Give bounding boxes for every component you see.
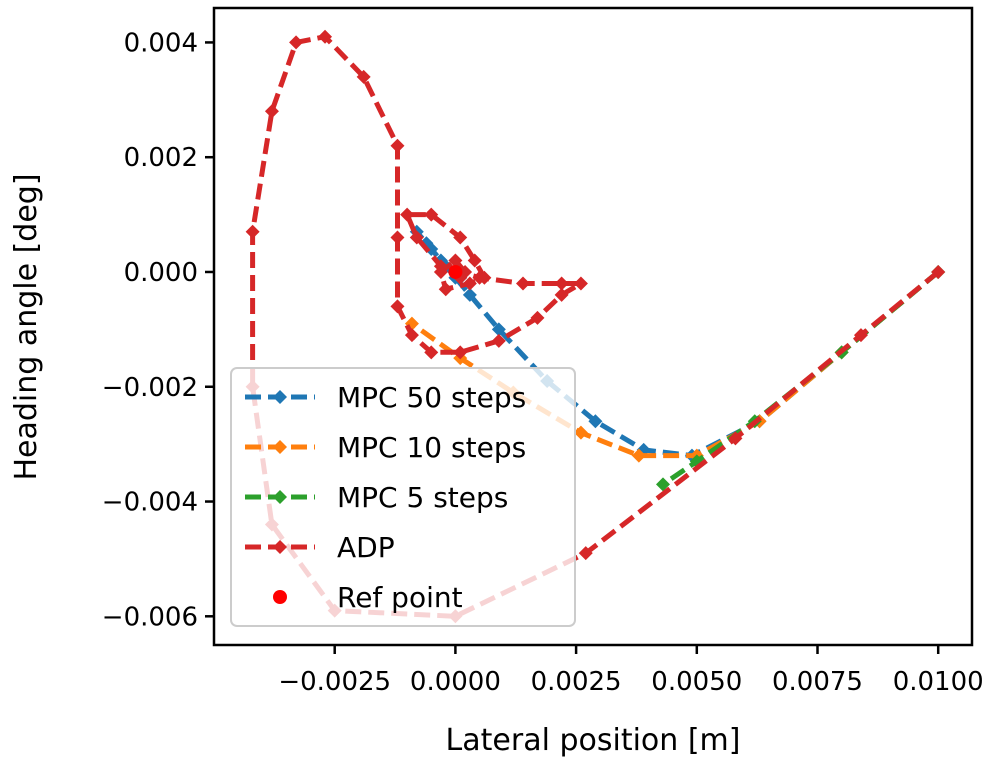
data-point xyxy=(931,264,946,279)
data-point xyxy=(245,224,260,239)
data-point xyxy=(578,546,593,561)
legend-marker-mpc-5 xyxy=(273,490,287,504)
data-point xyxy=(462,287,477,302)
x-tick-label: −0.0025 xyxy=(278,667,391,697)
data-point xyxy=(491,322,506,337)
x-axis-title: Lateral position [m] xyxy=(446,723,741,758)
data-point xyxy=(554,287,569,302)
data-point xyxy=(433,264,448,279)
data-point xyxy=(631,448,646,463)
data-point xyxy=(438,282,453,297)
y-axis-ticks: 0.004 0.002 0.000 −0.002 −0.004 −0.006 xyxy=(102,28,214,632)
data-point xyxy=(453,345,468,360)
y-tick-label: −0.004 xyxy=(102,488,198,518)
series-line-adp xyxy=(250,34,940,619)
data-point xyxy=(390,138,405,153)
legend-label-mpc-5: MPC 5 steps xyxy=(337,481,508,514)
y-axis-title: Heading angle [deg] xyxy=(9,173,44,480)
x-tick-label: 0.0050 xyxy=(651,667,742,697)
legend-marker-mpc-10 xyxy=(273,440,287,454)
data-point xyxy=(515,276,530,291)
legend-marker-adp xyxy=(273,540,287,554)
y-tick-label: 0.002 xyxy=(124,143,198,173)
data-point xyxy=(853,328,868,343)
legend-label-ref-point: Ref point xyxy=(337,581,463,614)
data-point xyxy=(477,270,492,285)
data-point xyxy=(573,425,588,440)
data-point xyxy=(318,29,333,44)
x-tick-label: 0.0100 xyxy=(893,667,984,697)
data-point xyxy=(491,333,506,348)
data-point xyxy=(424,345,439,360)
legend: MPC 50 steps MPC 10 steps MPC 5 steps AD… xyxy=(230,367,576,627)
data-point xyxy=(424,242,439,257)
data-point xyxy=(453,230,468,245)
data-point xyxy=(448,253,463,268)
legend-label-mpc-50: MPC 50 steps xyxy=(337,381,526,414)
data-point xyxy=(588,414,603,429)
data-point xyxy=(404,328,419,343)
data-point xyxy=(356,69,371,84)
data-point xyxy=(424,207,439,222)
data-point xyxy=(289,35,304,50)
data-point xyxy=(409,230,424,245)
x-tick-label: 0.0000 xyxy=(410,667,501,697)
x-tick-label: 0.0025 xyxy=(531,667,622,697)
data-point xyxy=(467,253,482,268)
data-point xyxy=(390,299,405,314)
data-point xyxy=(390,230,405,245)
legend-marker-mpc-50 xyxy=(273,390,287,404)
y-tick-label: −0.006 xyxy=(102,602,198,632)
series-mpc-5-steps xyxy=(656,264,946,492)
y-tick-label: 0.000 xyxy=(124,258,198,288)
ref-point-marker xyxy=(448,264,463,279)
y-tick-label: 0.004 xyxy=(124,28,198,58)
y-tick-label: −0.002 xyxy=(102,373,198,403)
data-point xyxy=(400,207,415,222)
data-point xyxy=(554,276,569,291)
legend-item-mpc-5: MPC 5 steps xyxy=(245,481,508,514)
legend-marker-ref-point xyxy=(273,590,287,604)
data-point xyxy=(728,431,743,446)
legend-label-mpc-10: MPC 10 steps xyxy=(337,431,526,464)
data-point xyxy=(462,276,477,291)
legend-item-mpc-50: MPC 50 steps xyxy=(245,381,526,414)
legend-item-mpc-10: MPC 10 steps xyxy=(245,431,526,464)
data-point xyxy=(573,276,588,291)
legend-item-adp: ADP xyxy=(245,531,395,564)
data-point xyxy=(530,310,545,325)
plot-frame xyxy=(212,6,974,647)
data-point xyxy=(656,477,671,492)
legend-box xyxy=(230,367,576,627)
legend-label-adp: ADP xyxy=(337,531,395,564)
x-axis-ticks: −0.0025 0.0000 0.0025 0.0050 0.0075 0.0100 xyxy=(278,645,984,697)
legend-item-ref-point: Ref point xyxy=(273,581,463,614)
data-point xyxy=(264,104,279,119)
x-tick-label: 0.0075 xyxy=(772,667,863,697)
